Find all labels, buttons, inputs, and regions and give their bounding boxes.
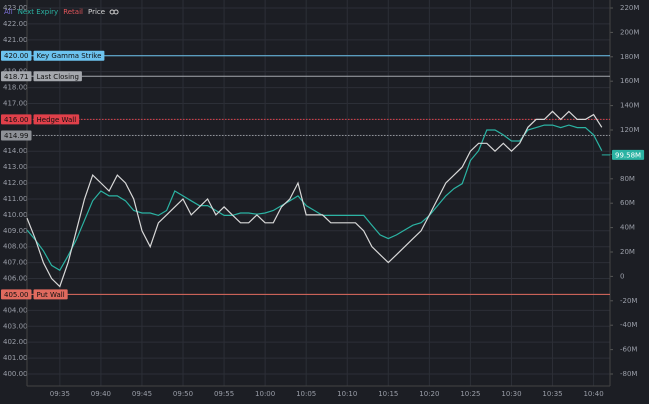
y2-tick-label: 180M (620, 53, 639, 61)
y2-tick-label: 220M (620, 4, 639, 12)
level-name: Key Gamma Strike (37, 52, 102, 60)
y-tick-label: 403.00 (3, 322, 28, 330)
legend-item[interactable]: Retail (63, 8, 83, 16)
level-value: 418.71 (4, 73, 29, 81)
x-tick-label: 10:35 (542, 390, 562, 398)
x-tick-label: 09:40 (91, 390, 111, 398)
level-value-group: 414.99 (1, 130, 32, 141)
legend-item[interactable]: Price (88, 8, 105, 16)
x-tick-label: 10:15 (378, 390, 398, 398)
y2-tick-label: -80M (620, 370, 637, 378)
level-name: Last Closing (37, 73, 79, 81)
level-value-box (1, 114, 32, 125)
y-tick-label: 407.00 (3, 259, 28, 267)
x-tick-label: 10:30 (501, 390, 521, 398)
y-tick-label: 401.00 (3, 354, 28, 362)
current-label: 99.58M (615, 151, 641, 159)
y-tick-label: 423.00 (3, 4, 28, 12)
y-tick-label: 409.00 (3, 227, 28, 235)
x-tick-label: 10:20 (419, 390, 439, 398)
y-tick-label: 406.00 (3, 275, 28, 283)
level-value: 414.99 (4, 132, 29, 140)
current-label-group: 99.58M (612, 149, 645, 160)
y2-tick-label: 120M (620, 126, 639, 134)
y-tick-label: 410.00 (3, 211, 28, 219)
level-name-box (33, 289, 68, 300)
y-tick-label: 404.00 (3, 306, 28, 314)
level-value-box (1, 289, 32, 300)
y-tick-label: 421.00 (3, 36, 28, 44)
y-tick-label: 400.00 (3, 370, 28, 378)
level-name: Hedge Wall (37, 116, 77, 124)
level-name-box (33, 71, 82, 82)
level-value-box (1, 71, 32, 82)
y2-tick-label: 60M (620, 199, 635, 207)
level-value-box (1, 50, 32, 61)
series-line (26, 110, 603, 288)
y2-tick-label: 0 (620, 272, 624, 280)
x-tick-label: 10:10 (337, 390, 357, 398)
series-line (26, 124, 603, 272)
x-tick-label: 10:05 (296, 390, 316, 398)
level-name-group: Last Closing (33, 71, 82, 82)
level-value-group: 420.00 (1, 50, 32, 61)
y2-tick-label: 160M (620, 77, 639, 85)
plot-background (27, 0, 610, 386)
level-name-group: Key Gamma Strike (33, 50, 105, 61)
x-tick-label: 09:45 (132, 390, 152, 398)
y-tick-label: 402.00 (3, 338, 28, 346)
legend-item[interactable]: All (4, 8, 13, 16)
y2-tick-label: 140M (620, 102, 639, 110)
level-value: 420.00 (4, 52, 29, 60)
y-tick-label: 417.00 (3, 99, 28, 107)
level-name-group: Hedge Wall (33, 114, 80, 125)
current-label-box (612, 149, 645, 160)
level-value: 416.00 (4, 116, 29, 124)
y2-tick-label: 200M (620, 28, 639, 36)
legend-icon (113, 9, 119, 15)
y-tick-label: 411.00 (3, 195, 28, 203)
x-tick-label: 09:35 (50, 390, 70, 398)
y-tick-label: 414.00 (3, 147, 28, 155)
x-tick-label: 10:40 (583, 390, 603, 398)
y-tick-label: 413.00 (3, 163, 28, 171)
y2-tick-label: -40M (620, 321, 637, 329)
level-value-group: 416.00 (1, 114, 32, 125)
x-tick-label: 10:25 (460, 390, 480, 398)
y-tick-label: 408.00 (3, 243, 28, 251)
x-tick-label: 09:50 (173, 390, 193, 398)
legend-item[interactable]: Next Expiry (18, 8, 59, 16)
level-value-box (1, 130, 32, 141)
level-name: Put Wall (37, 291, 65, 299)
y-tick-label: 422.00 (3, 20, 28, 28)
x-tick-label: 09:55 (214, 390, 234, 398)
y2-tick-label: -20M (620, 297, 637, 305)
level-value-group: 405.00 (1, 289, 32, 300)
y2-tick-label: 40M (620, 224, 635, 232)
level-name-box (33, 114, 80, 125)
y2-tick-label: -60M (620, 346, 637, 354)
level-name-group: Put Wall (33, 289, 68, 300)
y-tick-label: 418.00 (3, 84, 28, 92)
x-tick-label: 10:00 (255, 390, 275, 398)
y-tick-label: 412.00 (3, 179, 28, 187)
level-value-group: 418.71 (1, 71, 32, 82)
level-name-box (33, 50, 105, 61)
y2-tick-label: 80M (620, 175, 635, 183)
y2-tick-label: 20M (620, 248, 635, 256)
level-value: 405.00 (4, 291, 29, 299)
